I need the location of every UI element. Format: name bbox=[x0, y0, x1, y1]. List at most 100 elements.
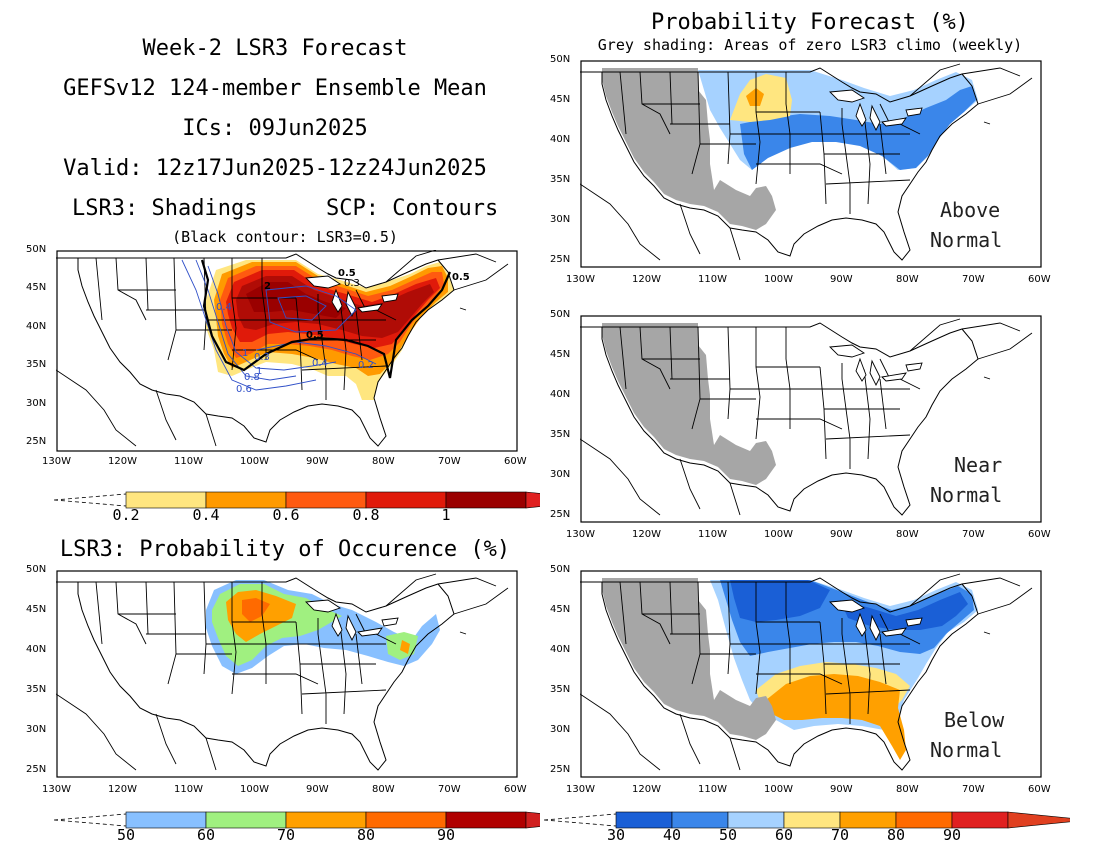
lat-tick-label: 40N bbox=[26, 320, 47, 332]
title-line4: Valid: 12z17Jun2025-12z24Jun2025 bbox=[63, 156, 487, 181]
lat-tick-label: 50N bbox=[550, 309, 571, 320]
lat-tick-label: 50N bbox=[26, 564, 47, 575]
occurrence-map bbox=[55, 570, 518, 778]
contour-label: 0.4 bbox=[216, 302, 232, 313]
lon-tick-label: 70W bbox=[962, 274, 985, 285]
colorbar-label: 0.4 bbox=[192, 506, 220, 524]
lon-tick-label: 60W bbox=[504, 456, 527, 467]
lon-tick-label: 90W bbox=[830, 529, 853, 540]
lat-tick-label: 40N bbox=[26, 644, 47, 655]
contour-label: 0.5 bbox=[452, 272, 470, 283]
lon-tick-label: 80W bbox=[372, 784, 395, 795]
lon-tick-label: 130W bbox=[566, 274, 595, 285]
lon-tick-label: 60W bbox=[1028, 274, 1051, 285]
lon-tick-label: 120W bbox=[632, 274, 661, 285]
near-label-line1: Near bbox=[954, 453, 1003, 477]
lat-tick-label: 35N bbox=[550, 174, 571, 185]
lat-tick-label: 50N bbox=[550, 54, 571, 65]
lon-tick-label: 80W bbox=[896, 274, 919, 285]
lon-tick-label: 130W bbox=[42, 784, 71, 795]
lon-tick-label: 80W bbox=[372, 456, 395, 467]
colorbar-label: 80 bbox=[356, 826, 376, 844]
above-map-panel bbox=[579, 60, 1042, 274]
colorbar-label: 0.8 bbox=[352, 506, 380, 524]
lat-tick-label: 30N bbox=[26, 724, 47, 735]
lon-tick-label: 100W bbox=[240, 784, 269, 795]
occurrence-title: LSR3: Probability of Occurence (%) bbox=[59, 537, 511, 562]
prob-subtitle: Grey shading: Areas of zero LSR3 climo (… bbox=[597, 36, 1023, 54]
lon-tick-label: 60W bbox=[1028, 784, 1051, 795]
contour-label: 0.3 bbox=[344, 278, 360, 289]
contour-label: 0.8 bbox=[244, 372, 260, 383]
lat-tick-label: 45N bbox=[26, 282, 47, 294]
contour-label: 0.2 bbox=[358, 360, 374, 371]
lat-tick-label: 30N bbox=[550, 469, 571, 480]
title-line6: (Black contour: LSR3=0.5) bbox=[172, 228, 398, 246]
occurrence-shading bbox=[206, 580, 440, 674]
lat-tick-label: 40N bbox=[550, 134, 571, 145]
colorbar-label: 90 bbox=[942, 826, 962, 844]
below-map bbox=[579, 570, 1042, 778]
title-line5a: LSR3: Shadings bbox=[72, 196, 258, 221]
occurrence-map-panel bbox=[55, 570, 518, 784]
lon-tick-label: 120W bbox=[632, 529, 661, 540]
probability-colorbar bbox=[543, 811, 1070, 829]
lon-tick-label: 120W bbox=[632, 784, 661, 795]
lon-tick-label: 130W bbox=[566, 529, 595, 540]
lon-tick-label: 90W bbox=[830, 784, 853, 795]
prob-title: Probability Forecast (%) bbox=[651, 10, 969, 35]
title-line3: ICs: 09Jun2025 bbox=[182, 116, 368, 141]
lat-tick-label: 25N bbox=[550, 764, 571, 775]
lon-tick-label: 90W bbox=[306, 784, 329, 795]
lon-tick-label: 70W bbox=[438, 784, 461, 795]
colorbar-segment bbox=[205, 811, 287, 829]
lat-tick-label: 25N bbox=[550, 254, 571, 265]
lon-tick-label: 110W bbox=[698, 274, 727, 285]
lat-tick-label: 50N bbox=[550, 564, 571, 575]
lon-tick-label: 70W bbox=[962, 784, 985, 795]
lat-tick-label: 40N bbox=[550, 389, 571, 400]
lat-tick-label: 45N bbox=[550, 349, 571, 360]
colorbar-label: 50 bbox=[718, 826, 738, 844]
colorbar-arrow bbox=[1007, 811, 1070, 829]
lat-tick-label: 45N bbox=[550, 604, 571, 615]
colorbar-label: 40 bbox=[662, 826, 682, 844]
lat-tick-label: 30N bbox=[26, 397, 47, 409]
colorbar-segment bbox=[125, 811, 207, 829]
title-line2: GEFSv12 124-member Ensemble Mean bbox=[63, 76, 487, 101]
contour-label: 2 bbox=[264, 281, 271, 292]
contour-label: 0.5 bbox=[306, 330, 324, 341]
lon-tick-label: 130W bbox=[566, 784, 595, 795]
colorbar-segment bbox=[365, 811, 447, 829]
lon-tick-label: 100W bbox=[240, 456, 269, 467]
lat-tick-label: 45N bbox=[550, 94, 571, 105]
colorbar-arrow bbox=[525, 811, 540, 829]
lon-tick-label: 80W bbox=[896, 784, 919, 795]
below-map-panel bbox=[579, 570, 1042, 784]
lat-tick-label: 25N bbox=[26, 764, 47, 775]
lat-tick-label: 45N bbox=[26, 604, 47, 615]
lat-tick-label: 35N bbox=[26, 359, 47, 371]
lon-tick-label: 110W bbox=[698, 529, 727, 540]
lon-tick-label: 110W bbox=[174, 456, 203, 467]
near-map-panel bbox=[579, 315, 1042, 529]
lsr3-map-panel: 2 1 0.5 0.5 0.5 0.4 0.4 0.3 0.3 0.2 0.8 … bbox=[55, 249, 518, 456]
lat-tick-label: 30N bbox=[550, 724, 571, 735]
lon-tick-label: 130W bbox=[42, 456, 71, 467]
colorbar-label: 0.2 bbox=[112, 506, 140, 524]
contour-label: 0.6 bbox=[236, 384, 252, 395]
lon-tick-label: 110W bbox=[174, 784, 203, 795]
near-label-line2: Normal bbox=[930, 483, 1003, 507]
colorbar-label: 0.6 bbox=[272, 506, 300, 524]
title-line1: Week-2 LSR3 Forecast bbox=[142, 36, 408, 61]
contour-labels: 2 1 0.5 0.5 0.5 0.4 0.4 0.3 0.3 0.2 0.8 … bbox=[216, 268, 470, 395]
lon-tick-label: 100W bbox=[764, 529, 793, 540]
contour-label: 0.4 bbox=[312, 358, 328, 369]
below-label-line2: Normal bbox=[930, 738, 1003, 762]
above-label-line1: Above bbox=[940, 198, 1001, 222]
contour-label: 0.3 bbox=[254, 352, 270, 363]
colorbar-label: 70 bbox=[276, 826, 296, 844]
contour-label: 0.5 bbox=[338, 268, 356, 279]
colorbar-label: 90 bbox=[436, 826, 456, 844]
above-shading bbox=[698, 70, 978, 170]
